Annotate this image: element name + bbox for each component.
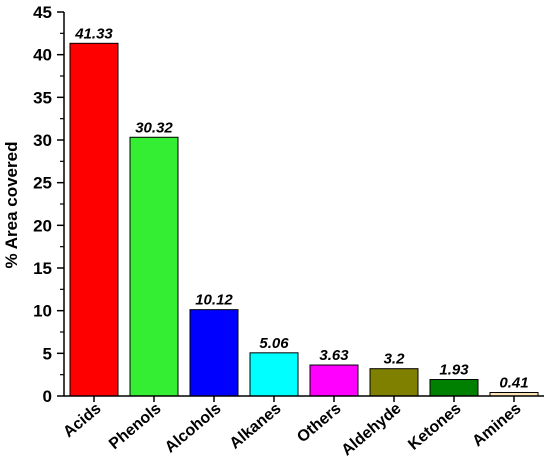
- y-tick-label: 20: [33, 216, 52, 235]
- x-tick-label: Ketones: [405, 400, 464, 454]
- y-axis-label: % Area covered: [2, 142, 21, 269]
- y-tick-label: 15: [33, 259, 52, 278]
- y-tick-label: 35: [33, 88, 52, 107]
- bar: [309, 364, 359, 397]
- y-tick-label: 5: [43, 344, 52, 363]
- value-label: 3.63: [319, 347, 349, 364]
- bar: [189, 309, 239, 397]
- value-label: 41.33: [74, 25, 113, 42]
- value-label: 30.32: [135, 119, 173, 136]
- x-tick-label: Aldehyde: [338, 400, 404, 459]
- x-tick-label: Others: [294, 400, 345, 446]
- value-label: 10.12: [195, 292, 233, 309]
- x-tick-label: Phenols: [106, 400, 165, 453]
- y-tick-label: 25: [33, 174, 52, 193]
- x-tick-label: Alcohols: [162, 400, 225, 457]
- bar: [249, 352, 299, 397]
- y-tick-label: 30: [33, 131, 52, 150]
- y-tick-label: 0: [43, 387, 52, 406]
- bar: [369, 368, 419, 397]
- y-tick-label: 10: [33, 302, 52, 321]
- bar: [429, 379, 479, 397]
- bar: [129, 136, 179, 397]
- x-tick-label: Acids: [60, 400, 104, 441]
- value-label: 3.2: [384, 351, 406, 368]
- y-tick-label: 45: [33, 3, 52, 22]
- value-label: 5.06: [259, 335, 289, 352]
- x-tick-label: Alkanes: [227, 400, 285, 453]
- bar: [69, 42, 119, 397]
- value-label: 1.93: [439, 362, 469, 379]
- x-tick-label: Amines: [469, 400, 524, 450]
- value-label: 0.41: [499, 375, 528, 392]
- y-tick-label: 40: [33, 46, 52, 65]
